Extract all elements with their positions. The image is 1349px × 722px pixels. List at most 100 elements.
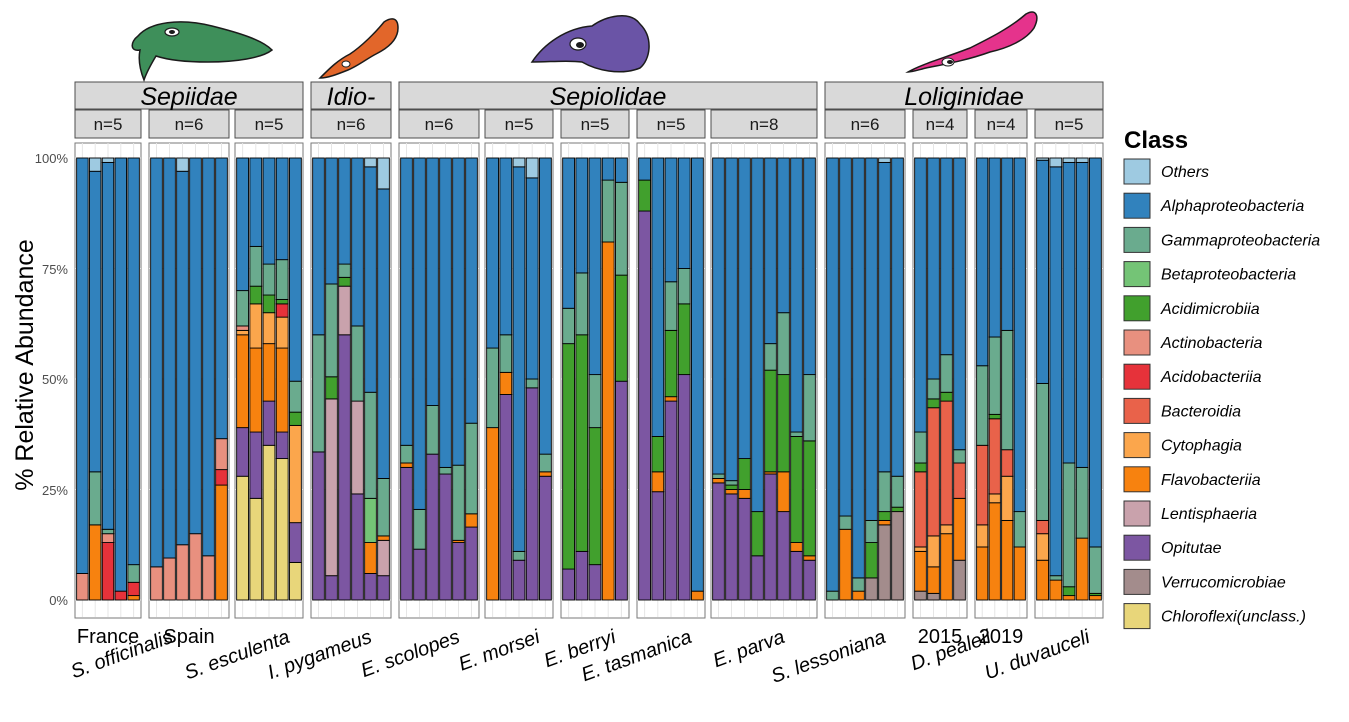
bar-segment: Opitutae: 33% <box>426 453 439 601</box>
legend-label: Others <box>1161 164 1209 181</box>
sepiolid-squid-icon <box>530 15 650 73</box>
bar-segment: Alphaproteobacteria: 90.5% <box>163 157 176 559</box>
stacked-bar: Verrucomicrobiae: 1.5%Flavobacteriia: 6%… <box>927 157 940 601</box>
bar-segment: Gammaproteobacteria: 2% <box>512 550 526 561</box>
bar-segment: Actinobacteria: 7% <box>215 438 228 471</box>
bar-segment: Acidimicrobiia: 1% <box>275 298 289 305</box>
bar-segment: Alphaproteobacteria: 50% <box>927 157 940 380</box>
legend-item: Chloroflexi(unclass.) <box>1123 603 1306 630</box>
legend-item: Lentisphaeria <box>1123 500 1257 527</box>
bar-segment: Opitutae: 7% <box>562 568 575 601</box>
bar-segment: Flavobacteriia: 7% <box>364 542 377 574</box>
bar-segment: Opitutae: 10% <box>262 400 276 446</box>
bar-segment: Verrucomicrobiae: 20% <box>891 511 904 601</box>
bar-segment: Alphaproteobacteria: 30% <box>236 157 249 292</box>
bar-segment: Alphaproteobacteria: 65% <box>400 157 413 446</box>
bar-segment: Gammaproteobacteria: 4% <box>539 453 552 473</box>
family-strips: Sepiidae Idio- Sepiolidae Loliginidae <box>74 81 1104 111</box>
stacked-bar: Flavobacteriia: 2%Gammaproteobacteria: 3… <box>852 157 865 601</box>
bar-segment: Actinobacteria: 10% <box>202 555 215 601</box>
bar-segment: Opitutae: 5.5% <box>325 575 338 601</box>
stacked-bar: Opitutae: 11%Acidimicrobiia: 49%Gammapro… <box>575 157 589 601</box>
bar-segment: Cytophagia: 7% <box>927 535 940 568</box>
bar-segment: Cytophagia: 2% <box>988 493 1001 504</box>
bar-segment: Opitutae: 9% <box>512 559 526 601</box>
sub-group-label: France <box>77 626 139 648</box>
bar-segment: Opitutae: 11.5% <box>413 548 426 601</box>
bar-segment: Others: 7% <box>377 157 390 190</box>
facet-panel: n=5Actinobacteria: 6%Alphaproteobacteria… <box>74 109 142 648</box>
bar-segment: Flavobacteriia: 6% <box>927 566 940 594</box>
stacked-bar: Chloroflexi(unclass.): 8.5%Opitutae: 9%C… <box>289 157 302 601</box>
sample-size-strip <box>710 109 818 139</box>
sample-size-strip <box>234 109 304 139</box>
legend-swatch <box>1123 466 1151 493</box>
legend-title: Class <box>1124 127 1188 154</box>
legend-swatch <box>1123 329 1151 356</box>
bar-segment: Gammaproteobacteria: 3% <box>852 577 865 592</box>
legend-item: Flavobacteriia <box>1123 466 1261 493</box>
bar-segment: Alphaproteobacteria: 71.5% <box>712 157 725 475</box>
stacked-bar: Opitutae: 11.5%Gammaproteobacteria: 9%Al… <box>413 157 426 601</box>
bar-segment: Opitutae: 9% <box>803 559 816 601</box>
sample-size-label: n=6 <box>425 115 454 134</box>
bar-segment: Acidimicrobiia: 24% <box>790 436 803 543</box>
stacked-bar: Opitutae: 10%Acidimicrobiia: 10%Alphapro… <box>751 157 764 601</box>
stacked-bar: Verrucomicrobiae: 5%Acidimicrobiia: 8%Ga… <box>865 157 878 601</box>
legend-swatch <box>1123 500 1151 527</box>
bar-segment: Others: 0.5% <box>1036 157 1049 161</box>
bar-segment: Flavobacteriia: 5% <box>499 371 513 395</box>
bar-segment: Acidimicrobiia: 7% <box>638 179 651 212</box>
bar-segment: Flavobacteriia: 1% <box>377 535 390 541</box>
bar-segment: Alphaproteobacteria: 69% <box>1075 161 1089 468</box>
legend-label: Opitutae <box>1161 540 1222 557</box>
stacked-bar: Verrucomicrobiae: 20%Acidimicrobiia: 1%G… <box>891 157 904 601</box>
bar-segment: Alphaproteobacteria: 98% <box>826 157 839 592</box>
bar-segment: Flavobacteriia: 1% <box>1089 595 1102 601</box>
bar-segment: Gammaproteobacteria: 24% <box>364 391 377 499</box>
stacked-bar: Actinobacteria: 10%Alphaproteobacteria: … <box>202 157 215 601</box>
legend-label: Chloroflexi(unclass.) <box>1161 609 1306 626</box>
bar-segment: Actinobacteria: 7.5% <box>150 566 163 601</box>
bar-segment: Alphaproteobacteria: 82% <box>865 157 878 521</box>
bar-segment: Acidimicrobiia: 2% <box>914 462 927 473</box>
legend-swatch <box>1123 534 1151 561</box>
facet-panel: n=6Opitutae: 30%Flavobacteriia: 1%Gammap… <box>398 109 480 619</box>
stacked-bar: Chloroflexi(unclass.): 32%Opitutae: 6%Fl… <box>275 157 289 601</box>
legend-item: Opitutae <box>1123 534 1222 561</box>
bar-segment: Acidimicrobiia: 2% <box>940 391 953 402</box>
bar-segment: Gammaproteobacteria: 26.5% <box>312 334 325 453</box>
y-tick-label: 75% <box>42 262 68 277</box>
bar-segment: Acidimicrobiia: 4% <box>262 294 276 314</box>
bar-segment: Cytophagia: 2% <box>940 524 953 535</box>
bar-segment: Bacteroidia: 29% <box>927 407 940 537</box>
bar-segment: Alphaproteobacteria: 40% <box>499 157 513 336</box>
sample-size-label: n=6 <box>175 115 204 134</box>
bar-segment: Alphaproteobacteria: 94% <box>76 157 89 574</box>
bar-segment: Acidimicrobiia: 49% <box>575 334 589 552</box>
stacked-bar: Opitutae: 13%Flavobacteriia: 0.5%Gammapr… <box>452 157 465 601</box>
bar-segment: Gammaproteobacteria: 11% <box>664 281 678 331</box>
stacked-bar: Opitutae: 24%Flavobacteriia: 1%Acidimicr… <box>725 157 738 601</box>
bar-segment: Alphaproteobacteria: 23% <box>275 157 289 261</box>
family-strip <box>310 81 392 110</box>
bar-segment: Alphaproteobacteria: 63.5% <box>215 157 228 440</box>
stacked-bar: Chloroflexi(unclass.): 23%Opitutae: 15%F… <box>249 157 263 601</box>
family-label: Idio- <box>327 83 376 111</box>
bar-segment: Flavobacteriia: 1% <box>539 471 552 477</box>
bobtail-squid-icon <box>318 18 399 79</box>
bar-segment: Acidimicrobiia: 22% <box>777 374 790 473</box>
stacked-bar: Flavobacteriia: 26%Acidobacteriia: 3.5%A… <box>215 157 228 601</box>
bar-segment: Acidimicrobiia: 10% <box>751 511 764 557</box>
bar-segment: Acidobacteriia: 3% <box>127 581 140 597</box>
bar-segment: Alphaproteobacteria: 70% <box>439 157 452 468</box>
bar-segment: Acidobacteriia: 3% <box>275 303 289 318</box>
legend-label: Cytophagia <box>1161 438 1242 455</box>
bar-segment: Actinobacteria: 1% <box>236 325 249 331</box>
bar-segment: Flavobacteriia: 1% <box>1062 595 1076 601</box>
bar-segment: Alphaproteobacteria: 40.5% <box>988 157 1001 338</box>
sample-size-label: n=5 <box>1055 115 1084 134</box>
bar-segment: Gammaproteobacteria: 8.5% <box>940 354 953 393</box>
bar-segment: Alphaproteobacteria: 98% <box>114 157 128 592</box>
